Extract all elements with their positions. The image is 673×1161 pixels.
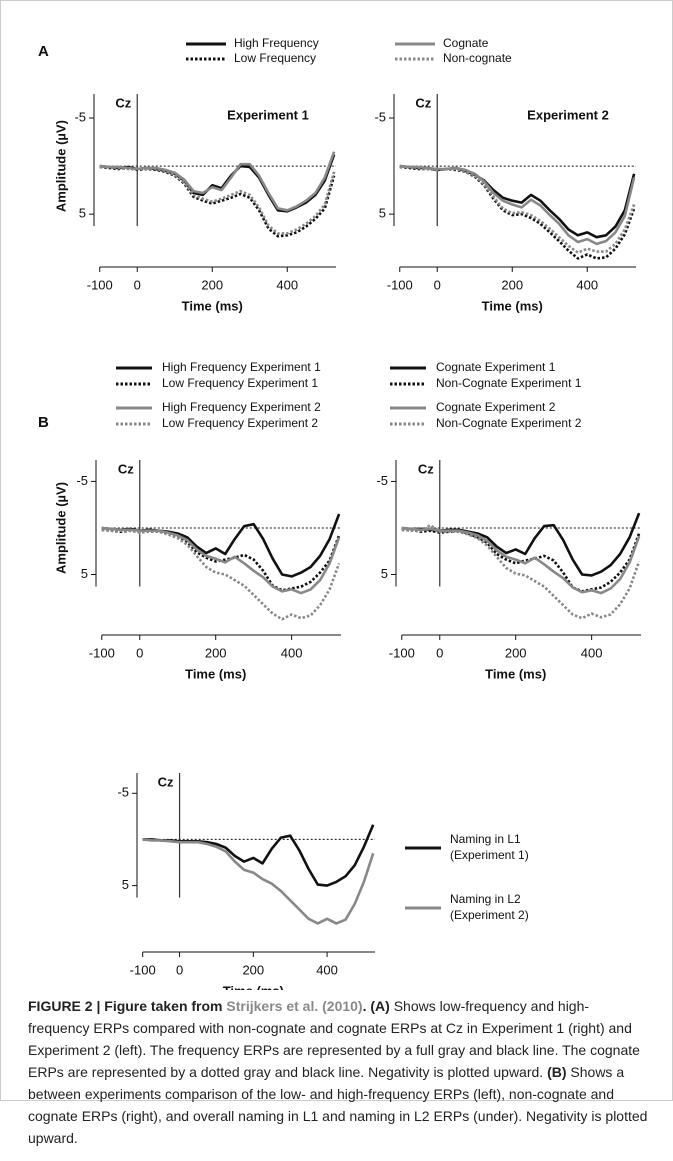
x-tick-label: 0 xyxy=(176,962,183,977)
x-tick-label: 200 xyxy=(505,645,527,660)
erp-line xyxy=(401,523,641,620)
x-tick-label: 0 xyxy=(136,645,143,660)
x-tick-label: -100 xyxy=(130,962,156,977)
y-tick-label: 5 xyxy=(122,877,129,892)
caption-text: FIGURE 2 | Figure taken from xyxy=(28,998,227,1014)
caption-text[interactable]: Strijkers et al. (2010) xyxy=(226,998,363,1014)
caption-text: (A) xyxy=(370,998,390,1014)
x-tick-label: 400 xyxy=(576,277,598,292)
x-tick-label: -100 xyxy=(89,645,115,660)
erp-line xyxy=(142,838,375,925)
legend-label: Low Frequency Experiment 2 xyxy=(162,416,318,430)
y-tick-label: 5 xyxy=(379,206,386,221)
x-tick-label: 200 xyxy=(201,277,223,292)
legend-label: (Experiment 1) xyxy=(450,848,529,862)
x-tick-label: 200 xyxy=(205,645,227,660)
erp-line xyxy=(401,512,641,577)
y-axis-label: Amplitude (µV) xyxy=(53,120,68,212)
erp-line xyxy=(99,154,336,213)
x-axis-label: Time (ms) xyxy=(482,298,543,313)
legend-label: Naming in L1 xyxy=(450,832,521,846)
erp-line xyxy=(401,526,641,595)
electrode-label: Cz xyxy=(158,774,174,789)
legend-label: Non-Cognate Experiment 2 xyxy=(436,416,582,430)
erp-line xyxy=(399,164,636,246)
x-axis-label: Time (ms) xyxy=(485,666,546,681)
electrode-label: Cz xyxy=(418,461,434,476)
y-tick-label: 5 xyxy=(79,206,86,221)
x-tick-label: 400 xyxy=(276,277,298,292)
figure: A B -5 5 -100 0 200 400 Time (ms) Amplitude (µV… xyxy=(38,36,641,990)
caption-text: Shows low-frequency and high-frequency E… xyxy=(28,998,640,1080)
electrode-label: Cz xyxy=(415,95,431,110)
x-tick-label: -100 xyxy=(87,277,113,292)
chart-title: Experiment 1 xyxy=(227,107,309,122)
erp-line xyxy=(399,164,636,239)
x-tick-label: 0 xyxy=(436,645,443,660)
erp-line xyxy=(99,151,336,212)
legend-label: Cognate Experiment 1 xyxy=(436,360,556,374)
legend-label: Naming in L2 xyxy=(450,892,521,906)
caption-text: . xyxy=(362,998,371,1014)
legend-label: Cognate xyxy=(443,36,489,50)
x-tick-label: -100 xyxy=(389,645,415,660)
erp-line xyxy=(99,165,336,238)
x-tick-label: 0 xyxy=(434,277,441,292)
panel-label: B xyxy=(38,414,49,431)
erp-line xyxy=(101,528,341,621)
x-axis-label: Time (ms) xyxy=(223,983,284,990)
y-tick-label: -5 xyxy=(117,785,129,800)
x-tick-label: 400 xyxy=(316,962,338,977)
panel-label: A xyxy=(38,43,49,60)
legend-label: High Frequency Experiment 2 xyxy=(162,400,321,414)
legend-label: Low Frequency xyxy=(234,51,316,65)
x-tick-label: -100 xyxy=(387,277,413,292)
erp-line xyxy=(401,528,641,593)
y-tick-label: 5 xyxy=(81,566,88,581)
x-tick-label: 0 xyxy=(134,277,141,292)
y-tick-label: 5 xyxy=(381,566,388,581)
legend-label: High Frequency Experiment 1 xyxy=(162,360,321,374)
legend-label: Non-cognate xyxy=(443,51,512,65)
legend-label: Cognate Experiment 2 xyxy=(436,400,556,414)
x-tick-label: 200 xyxy=(501,277,523,292)
y-axis-label: Amplitude (µV) xyxy=(53,482,68,574)
legend-label: Low Frequency Experiment 1 xyxy=(162,376,318,390)
x-axis-label: Time (ms) xyxy=(182,298,243,313)
x-tick-label: 400 xyxy=(581,645,603,660)
chart-title: Experiment 2 xyxy=(527,107,609,122)
erp-line xyxy=(101,526,341,595)
electrode-label: Cz xyxy=(115,95,131,110)
erp-line xyxy=(399,165,636,254)
y-tick-label: -5 xyxy=(76,473,88,488)
x-axis-label: Time (ms) xyxy=(185,666,246,681)
legend-label: (Experiment 2) xyxy=(450,908,529,922)
erp-line xyxy=(99,165,336,235)
erp-line xyxy=(101,513,341,578)
y-tick-label: -5 xyxy=(374,109,386,124)
x-tick-label: 400 xyxy=(281,645,303,660)
y-tick-label: -5 xyxy=(376,473,388,488)
y-tick-label: -5 xyxy=(74,109,86,124)
erp-line xyxy=(399,165,636,260)
legend-label: Non-Cognate Experiment 1 xyxy=(436,376,582,390)
caption: FIGURE 2 | Figure taken from Strijkers e… xyxy=(28,995,650,1149)
electrode-label: Cz xyxy=(118,461,134,476)
legend-label: High Frequency xyxy=(234,36,319,50)
caption-text: Shows a between experiments comparison o… xyxy=(28,1064,648,1146)
caption-text: (B) xyxy=(547,1064,567,1080)
x-tick-label: 200 xyxy=(242,962,264,977)
